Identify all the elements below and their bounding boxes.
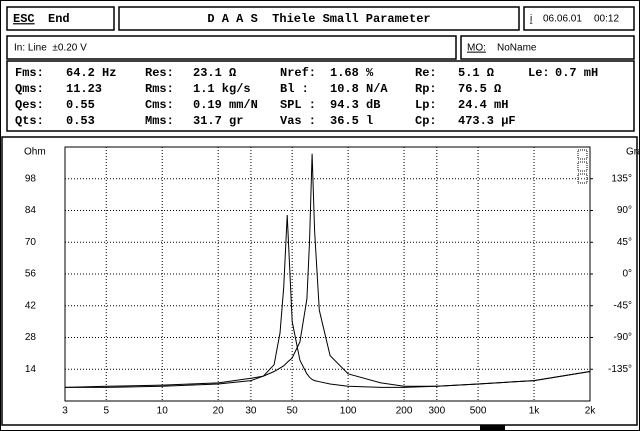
param-label: Cms: [145, 98, 174, 112]
param-value: 0.7 mH [555, 66, 598, 80]
y2-tick-label: 0° [622, 269, 632, 280]
param-label: Le: [528, 66, 550, 80]
param-label: Bl : [280, 82, 309, 96]
param-label: Re: [415, 66, 437, 80]
title-box [118, 6, 520, 31]
param-label: Cp: [415, 114, 437, 128]
param-value: 31.7 gr [193, 114, 243, 128]
y-tick-label: 14 [25, 364, 37, 375]
y-axis-label: Ohm [24, 147, 46, 158]
param-label: Rms: [145, 82, 174, 96]
esc-button[interactable] [6, 6, 115, 31]
x-tick-label: 5 [103, 406, 109, 417]
param-label: Qts: [15, 114, 44, 128]
param-value: 5.1 Ω [458, 66, 494, 80]
param-value: 94.3 dB [330, 98, 380, 112]
x-tick-label: 50 [287, 406, 299, 417]
y-tick-label: 84 [25, 205, 37, 216]
param-label: Rp: [415, 82, 437, 96]
input-box [6, 35, 457, 60]
info-icon[interactable]: i [530, 14, 532, 25]
y2-tick-label: 90° [617, 205, 632, 216]
param-value: 0.19 mm/N [193, 98, 258, 112]
y2-tick-label: -45° [614, 300, 632, 311]
param-value: 0.55 [66, 98, 95, 112]
input-line: In: Line ±0.20 V [14, 43, 87, 54]
y2-tick-label: 135° [611, 173, 632, 184]
y-tick-label: 70 [25, 237, 37, 248]
param-value: 24.4 mH [458, 98, 508, 112]
y2-tick-label: -135° [608, 364, 632, 375]
x-tick-label: 30 [245, 406, 257, 417]
param-value: 1.1 kg/s [193, 82, 251, 96]
scroll-indicator [480, 425, 505, 430]
x-tick-label: 1k [529, 406, 541, 417]
impedance-curve [65, 214, 591, 388]
x-tick-label: 20 [213, 406, 225, 417]
legend-box [577, 173, 588, 184]
param-value: 36.5 l [330, 114, 373, 128]
time: 00:12 [594, 14, 619, 25]
impedance-curve [64, 153, 591, 388]
x-tick-label: 10 [157, 406, 169, 417]
param-label: Lp: [415, 98, 437, 112]
y2-tick-label: 45° [617, 237, 632, 248]
y2-axis-label: Grad [626, 147, 640, 158]
x-tick-label: 100 [340, 406, 357, 417]
model-box [460, 35, 635, 60]
param-label: Vas : [280, 114, 316, 128]
legend-box [577, 161, 588, 172]
model-name: NoName [497, 43, 537, 54]
x-tick-label: 200 [396, 406, 413, 417]
param-value: 64.2 Hz [66, 66, 116, 80]
date: 06.06.01 [543, 14, 582, 25]
param-label: Nref: [280, 66, 316, 80]
param-value: 10.8 N/A [330, 82, 388, 96]
param-label: Fms: [15, 66, 44, 80]
param-label: SPL : [280, 98, 316, 112]
param-value: 11.23 [66, 82, 102, 96]
datetime-box [523, 6, 635, 31]
y-tick-label: 98 [25, 173, 37, 184]
x-tick-label: 500 [470, 406, 487, 417]
param-label: Qms: [15, 82, 44, 96]
param-value: 76.5 Ω [458, 82, 501, 96]
title: D A A S Thiele Small Parameter [207, 12, 430, 26]
param-value: 473.3 µF [458, 114, 516, 128]
x-tick-label: 3 [62, 406, 68, 417]
param-label: Mms: [145, 114, 174, 128]
parameters-box [6, 60, 635, 132]
x-tick-label: 300 [428, 406, 445, 417]
y2-tick-label: -90° [614, 332, 632, 343]
model-label: MO: [467, 43, 486, 54]
param-value: 1.68 % [330, 66, 374, 80]
param-label: Qes: [15, 98, 44, 112]
param-label: Res: [145, 66, 174, 80]
end-label: End [48, 12, 70, 26]
param-value: 23.1 Ω [193, 66, 236, 80]
param-value: 0.53 [66, 114, 95, 128]
legend-box [577, 149, 588, 160]
y-tick-label: 28 [25, 332, 37, 343]
x-tick-label: 2k [585, 406, 597, 417]
chart-box [1, 136, 638, 426]
esc-key: ESC [13, 12, 35, 26]
y-tick-label: 42 [25, 300, 37, 311]
y-tick-label: 56 [25, 269, 37, 280]
